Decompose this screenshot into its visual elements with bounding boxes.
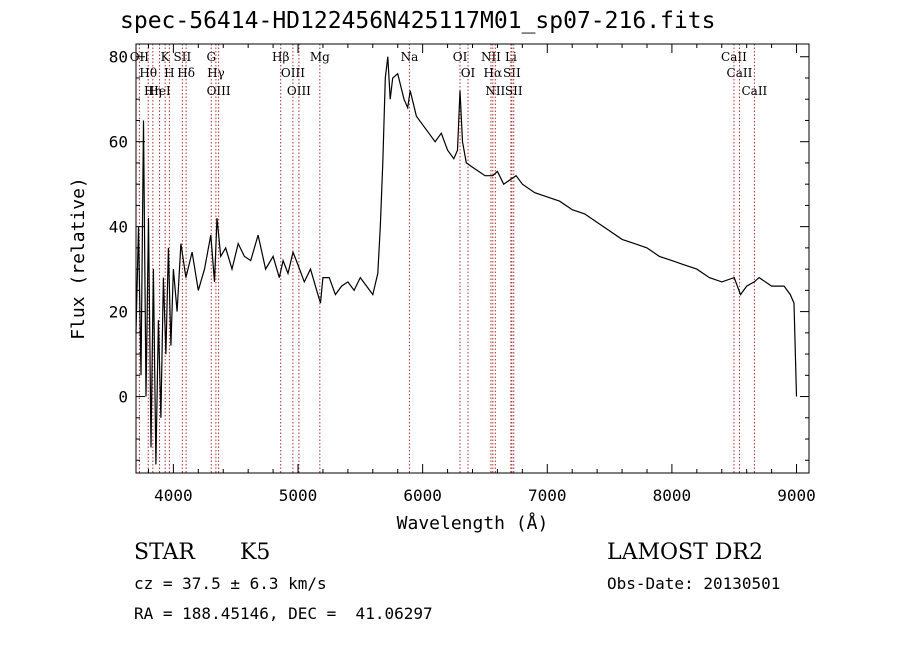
line-label: CaII (741, 84, 767, 98)
y-tick-label: 0 (118, 388, 128, 407)
spectrum-line (135, 56, 798, 465)
x-tick-label: 7000 (528, 486, 567, 505)
line-label: SII (503, 66, 521, 80)
x-tick-label: 6000 (403, 486, 442, 505)
line-label: K (161, 50, 171, 64)
obs-date: Obs-Date: 20130501 (607, 574, 781, 593)
line-label: OIII (207, 84, 231, 98)
chart-title: spec-56414-HD122456N425117M01_sp07-216.f… (120, 8, 716, 34)
x-tick-label: 5000 (279, 486, 318, 505)
x-tick-label: 4000 (154, 486, 193, 505)
y-tick-label: 40 (109, 218, 128, 237)
plot-frame (135, 43, 810, 474)
line-label: OIII (281, 66, 305, 80)
line-label: CaII (727, 66, 753, 80)
x-axis-label: Wavelength (Å) (397, 512, 549, 534)
line-label: SII (174, 50, 192, 64)
line-label: OIII (287, 84, 311, 98)
line-label: CaII (721, 50, 747, 64)
line-label: OI (453, 50, 468, 64)
line-label: Li (505, 50, 517, 64)
line-label: H (164, 66, 174, 80)
line-label: Hη (144, 84, 162, 98)
survey-name: LAMOST DR2 (607, 540, 763, 565)
y-tick-label: 80 (109, 48, 128, 67)
line-label: NII (485, 84, 505, 98)
y-tick-label: 20 (109, 303, 128, 322)
x-tick-label: 9000 (777, 486, 816, 505)
object-subclass: K5 (240, 540, 271, 565)
line-label: NII (481, 50, 501, 64)
line-label: OI (461, 66, 476, 80)
line-label: Mg (310, 50, 330, 64)
line-label: Hδ (177, 66, 195, 80)
line-label: Na (401, 50, 419, 64)
x-tick-label: 8000 (653, 486, 692, 505)
ra-dec: RA = 188.45146, DEC = 41.06297 (134, 604, 433, 623)
redshift-cz: cz = 37.5 ± 6.3 km/s (134, 574, 327, 593)
line-label: Hθ (139, 66, 157, 80)
line-label: Hα (484, 66, 503, 80)
object-class: STAR (134, 540, 195, 565)
y-tick-label: 60 (109, 133, 128, 152)
y-axis-label: Flux (relative) (68, 177, 89, 340)
line-label: Hγ (207, 66, 225, 80)
line-label: G (206, 50, 216, 64)
line-label: Hβ (272, 50, 289, 64)
line-label: SII (505, 84, 523, 98)
line-label: HeI (148, 84, 171, 98)
